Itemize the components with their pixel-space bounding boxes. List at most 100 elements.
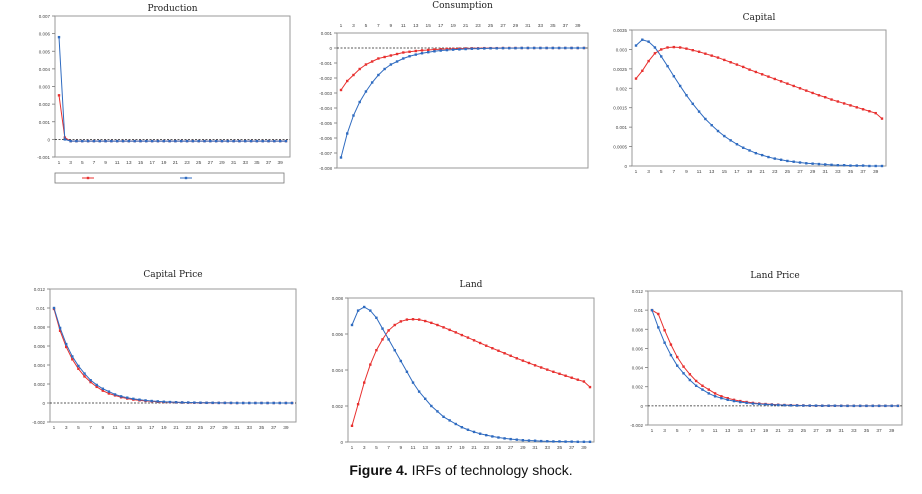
data-point (249, 139, 253, 143)
data-point (389, 54, 393, 57)
data-point (647, 59, 650, 63)
data-point (427, 51, 430, 54)
data-point (133, 139, 136, 143)
data-point (370, 81, 374, 84)
y-tick-label: 0.001 (39, 120, 51, 125)
data-point (235, 401, 239, 405)
data-point (564, 374, 567, 377)
data-point (682, 372, 685, 375)
data-point (261, 139, 264, 143)
data-point (520, 46, 523, 50)
data-point (694, 379, 698, 383)
data-point (852, 404, 856, 408)
legend-box (54, 172, 285, 184)
data-point (503, 437, 506, 440)
data-point (588, 385, 592, 389)
x-tick-label: 11 (401, 23, 406, 29)
x-tick-label: 37 (266, 160, 272, 166)
x-tick-label: 5 (660, 169, 663, 175)
data-point (101, 387, 105, 390)
data-point (634, 44, 638, 47)
data-point (557, 46, 561, 50)
data-point (383, 67, 386, 71)
data-point (209, 139, 212, 143)
data-point (792, 84, 795, 88)
x-tick-label: 13 (413, 23, 419, 29)
data-point (798, 87, 802, 90)
y-tick-label: 0.004 (34, 363, 46, 368)
y-tick-label: 0.005 (39, 49, 51, 54)
data-point (272, 401, 275, 405)
x-tick-label: 15 (137, 425, 143, 431)
chart-panel-4: Capital Price -0.002 0 0.002 0.004 0.006 0.008… (32, 270, 297, 431)
data-point (798, 161, 802, 164)
x-tick-label: 21 (775, 428, 781, 434)
y-tick-label: 0 (329, 46, 332, 51)
x-tick-label: 19 (459, 445, 465, 451)
data-point (260, 401, 263, 405)
x-tick-label: 39 (873, 169, 879, 175)
data-point (713, 392, 717, 395)
x-tick-label: 33 (247, 425, 253, 431)
x-tick-label: 37 (860, 169, 866, 175)
x-tick-label: 5 (81, 160, 84, 166)
x-tick-label: 17 (149, 160, 155, 166)
data-point (389, 63, 393, 66)
data-point (748, 149, 751, 152)
data-point (485, 344, 488, 347)
plot-frame (54, 15, 291, 158)
x-tick-label: 9 (399, 445, 402, 451)
data-point (697, 110, 701, 113)
data-point (491, 435, 494, 438)
x-tick-label: 15 (435, 445, 441, 451)
data-point (369, 363, 372, 366)
data-point (729, 61, 732, 64)
x-tick-label: 27 (500, 23, 506, 29)
x-tick-label: 37 (563, 23, 569, 29)
chart-title: Land Price (750, 271, 799, 281)
data-point (688, 378, 692, 382)
data-point (564, 440, 567, 443)
series-line-red (340, 47, 584, 91)
x-tick-label: 27 (813, 428, 819, 434)
data-point (647, 40, 650, 43)
data-point (65, 342, 68, 346)
data-point (713, 395, 717, 398)
data-point (89, 379, 92, 382)
data-point (576, 378, 579, 381)
data-point (836, 164, 840, 167)
data-point (588, 440, 592, 444)
data-point (704, 117, 707, 121)
figure-caption: Figure 4. IRFs of technology shock. (0, 462, 922, 478)
x-tick-label: 7 (93, 160, 96, 166)
data-point (795, 404, 799, 407)
series-line-blue (58, 37, 286, 142)
data-point (817, 94, 821, 97)
data-point (880, 164, 884, 168)
data-point (116, 139, 119, 143)
legend-item-red-marker (86, 176, 90, 180)
data-point (817, 162, 821, 166)
data-point (836, 100, 840, 103)
x-tick-label: 13 (126, 160, 132, 166)
data-point (764, 403, 767, 406)
series-line-blue (340, 47, 584, 158)
data-point (783, 403, 786, 407)
y-tick-label: 0.004 (39, 67, 51, 72)
data-point (546, 368, 549, 371)
series-line-blue (651, 309, 898, 407)
data-point (363, 305, 366, 309)
data-point (144, 399, 147, 402)
x-tick-label: 19 (763, 428, 769, 434)
data-point (83, 375, 86, 378)
data-point (726, 397, 729, 400)
data-point (855, 106, 858, 109)
data-point (485, 433, 488, 437)
data-point (65, 345, 68, 349)
x-tick-label: 5 (77, 425, 80, 431)
x-tick-label: 3 (647, 169, 650, 175)
data-point (672, 75, 676, 78)
data-point (707, 388, 710, 391)
data-point (551, 46, 555, 50)
data-point (411, 318, 415, 321)
